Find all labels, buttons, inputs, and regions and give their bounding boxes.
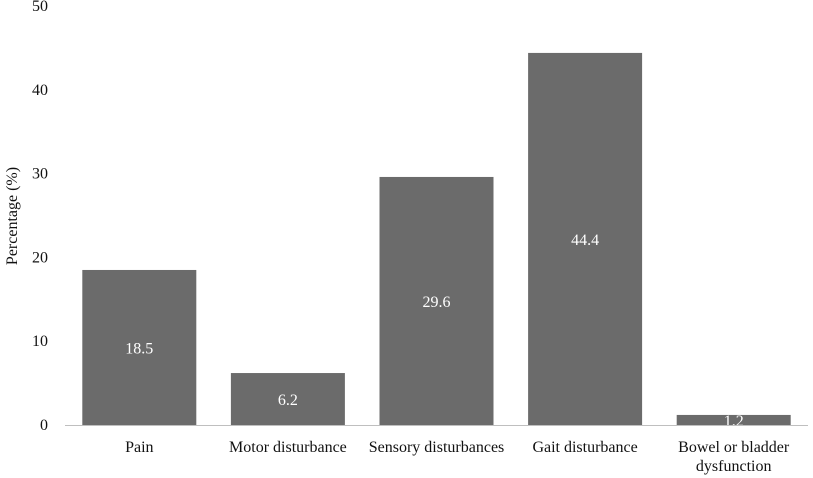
bars: 18.5 6.2 29.6 44.4 1.2: [82, 52, 791, 430]
bar: [230, 373, 345, 425]
bar: [676, 414, 791, 425]
bar: [379, 176, 494, 425]
bar-data-label: 1.2: [724, 413, 744, 430]
bar-data-label: 29.6: [423, 294, 451, 311]
x-category-label: Gait disturbance: [532, 439, 637, 456]
y-tick-label: 50: [32, 0, 48, 15]
x-axis-labels: Pain Motor disturbance Sensory disturbance…: [125, 439, 790, 475]
y-axis-title: Percentage (%): [4, 167, 21, 265]
bar-data-label: 18.5: [125, 340, 153, 357]
y-tick-label: 30: [32, 166, 48, 183]
x-category-label: Pain: [125, 439, 153, 456]
x-category-label: dysfunction: [696, 458, 772, 475]
y-tick-label: 10: [32, 333, 48, 350]
y-axis: 0 10 20 30 40 50: [32, 0, 48, 434]
bar-data-label: 44.4: [571, 232, 599, 249]
bar: [82, 269, 197, 425]
x-category-label: Sensory disturbances: [369, 439, 505, 456]
y-tick-label: 0: [40, 417, 48, 434]
y-tick-label: 40: [32, 82, 48, 99]
x-category-label: Motor disturbance: [229, 439, 347, 456]
bar-data-label: 6.2: [278, 392, 298, 409]
bar: [528, 52, 643, 425]
x-category-label: Bowel or bladder: [678, 439, 790, 456]
y-tick-label: 20: [32, 249, 48, 266]
